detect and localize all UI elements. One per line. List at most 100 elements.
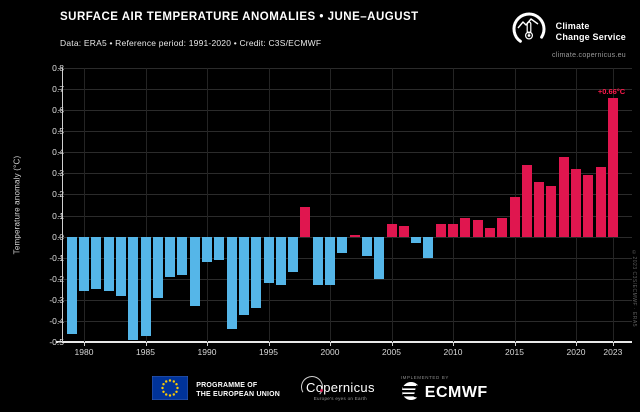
- copernicus-swoosh-icon: [301, 375, 323, 398]
- x-tick-label: 2005: [382, 347, 401, 357]
- bar-1986: [152, 236, 163, 298]
- gridline-x: [453, 68, 454, 342]
- ecmwf-wordmark: ECMWF: [424, 384, 488, 401]
- copernicus-wordmark: Copernicus: [301, 375, 375, 398]
- copernicus-name: Copernicus: [306, 379, 375, 395]
- bar-1993: [238, 236, 249, 315]
- bar-2010: [448, 223, 458, 237]
- bar-2001: [337, 236, 348, 254]
- y-tick-mark: [58, 89, 62, 91]
- x-tick-mark: [145, 342, 147, 346]
- y-axis-title: Temperature anomaly (°C): [12, 155, 22, 255]
- copernicus-tagline: Europe's eyes on Earth: [313, 395, 367, 401]
- bar-2012: [472, 219, 483, 237]
- bar-2016: [521, 164, 532, 237]
- copernicus-logo: Copernicus Europe's eyes on Earth: [301, 375, 375, 401]
- ecmwf-globe-icon: [401, 381, 422, 406]
- record-value-annotation: +0.66°C: [597, 86, 626, 96]
- x-tick-mark: [576, 342, 577, 346]
- bar-2018: [546, 186, 557, 237]
- eu-programme-logo: PROGRAMME OF THE EUROPEAN UNION: [152, 375, 280, 405]
- y-tick-label: -0.4: [49, 315, 64, 326]
- y-axis-line: [62, 68, 63, 342]
- gridline-y: [62, 299, 632, 301]
- gridline-x: [268, 68, 270, 342]
- chart-subtitle: Data: ERA5 • Reference period: 1991-2020…: [60, 38, 322, 48]
- bar-1992: [226, 236, 237, 330]
- y-tick-mark: [58, 131, 62, 133]
- gridline-y: [62, 110, 632, 112]
- x-tick-mark: [612, 342, 614, 346]
- bar-1982: [103, 236, 114, 292]
- page-title: SURFACE AIR TEMPERATURE ANOMALIES • JUNE…: [60, 11, 419, 23]
- gridline-x: [145, 68, 147, 342]
- c3s-logo: Climate Change Service: [508, 8, 626, 55]
- x-tick-label: 1990: [197, 347, 217, 357]
- bar-2002: [349, 234, 360, 237]
- bar-1999: [312, 236, 323, 286]
- y-tick-mark: [58, 173, 62, 175]
- gridline-y: [62, 68, 632, 69]
- bar-2011: [460, 217, 471, 237]
- gridline-y: [62, 152, 632, 154]
- gridline-y: [62, 215, 632, 217]
- y-tick-mark: [58, 110, 62, 112]
- bar-2019: [558, 156, 569, 237]
- bar-2005: [386, 223, 397, 237]
- bar-2023: [607, 97, 618, 237]
- x-tick-mark: [84, 342, 85, 346]
- bar-2022: [595, 167, 606, 237]
- bar-1996: [275, 236, 286, 286]
- eu-flag-icon: [152, 375, 189, 405]
- bar-2008: [423, 236, 434, 258]
- x-tick-label: 2020: [566, 347, 586, 357]
- eu-programme-text: PROGRAMME OF THE EUROPEAN UNION: [196, 381, 280, 399]
- gridline-y: [62, 173, 632, 175]
- y-tick-mark: [58, 236, 62, 238]
- gridline-y: [56, 341, 632, 343]
- bar-1985: [140, 236, 151, 336]
- y-tick-label: -0.3: [49, 294, 64, 305]
- x-tick-mark: [330, 342, 331, 346]
- bar-2014: [497, 217, 508, 237]
- eu-programme-line1: PROGRAMME OF: [196, 382, 258, 389]
- x-tick-mark: [453, 342, 454, 346]
- bar-chart-plot-area: 1980 1985 1990 1995 2000 2005 2010 2015 2020 2023…: [56, 68, 632, 357]
- y-tick-mark: [58, 257, 62, 259]
- y-tick-mark: [58, 152, 62, 154]
- gridline-y: [62, 194, 632, 196]
- y-tick-mark: [58, 68, 62, 69]
- bar-1983: [115, 236, 126, 296]
- bar-1991: [214, 236, 225, 260]
- bar-2000: [325, 236, 335, 286]
- bar-1989: [189, 236, 200, 307]
- bar-2004: [374, 236, 385, 279]
- watermark-vertical-text: ©2023 C3S/ECMWF · ERA5: [631, 250, 637, 328]
- gridline-y: [62, 131, 632, 133]
- x-tick-mark: [268, 342, 270, 346]
- bar-1997: [288, 236, 299, 273]
- gridline-x: [207, 68, 208, 342]
- bar-2020: [571, 169, 581, 237]
- c3s-logo-line1: Climate: [555, 20, 590, 31]
- x-tick-label: 1980: [74, 347, 94, 357]
- c3s-logo-line2: Change Service: [555, 31, 626, 42]
- bar-1979: [66, 236, 77, 334]
- bar-1995: [263, 236, 274, 283]
- c3s-crescent-icon: [508, 8, 550, 55]
- bar-1984: [128, 236, 139, 340]
- bar-1990: [202, 236, 212, 262]
- x-tick-mark: [514, 342, 516, 346]
- y-tick-label: -0.1: [49, 252, 64, 263]
- c3s-logo-text: Climate Change Service: [556, 21, 626, 43]
- bar-2003: [361, 236, 372, 256]
- y-tick-label: -0.2: [49, 273, 64, 284]
- bar-2007: [411, 236, 422, 243]
- bar-1998: [300, 207, 311, 237]
- x-tick-label: 2015: [505, 347, 524, 357]
- x-tick-label: 2000: [320, 347, 340, 357]
- footer-logos: PROGRAMME OF THE EUROPEAN UNION Copernic…: [0, 370, 640, 410]
- y-tick-mark: [58, 215, 62, 217]
- bar-1981: [91, 236, 102, 290]
- bar-1980: [79, 236, 89, 292]
